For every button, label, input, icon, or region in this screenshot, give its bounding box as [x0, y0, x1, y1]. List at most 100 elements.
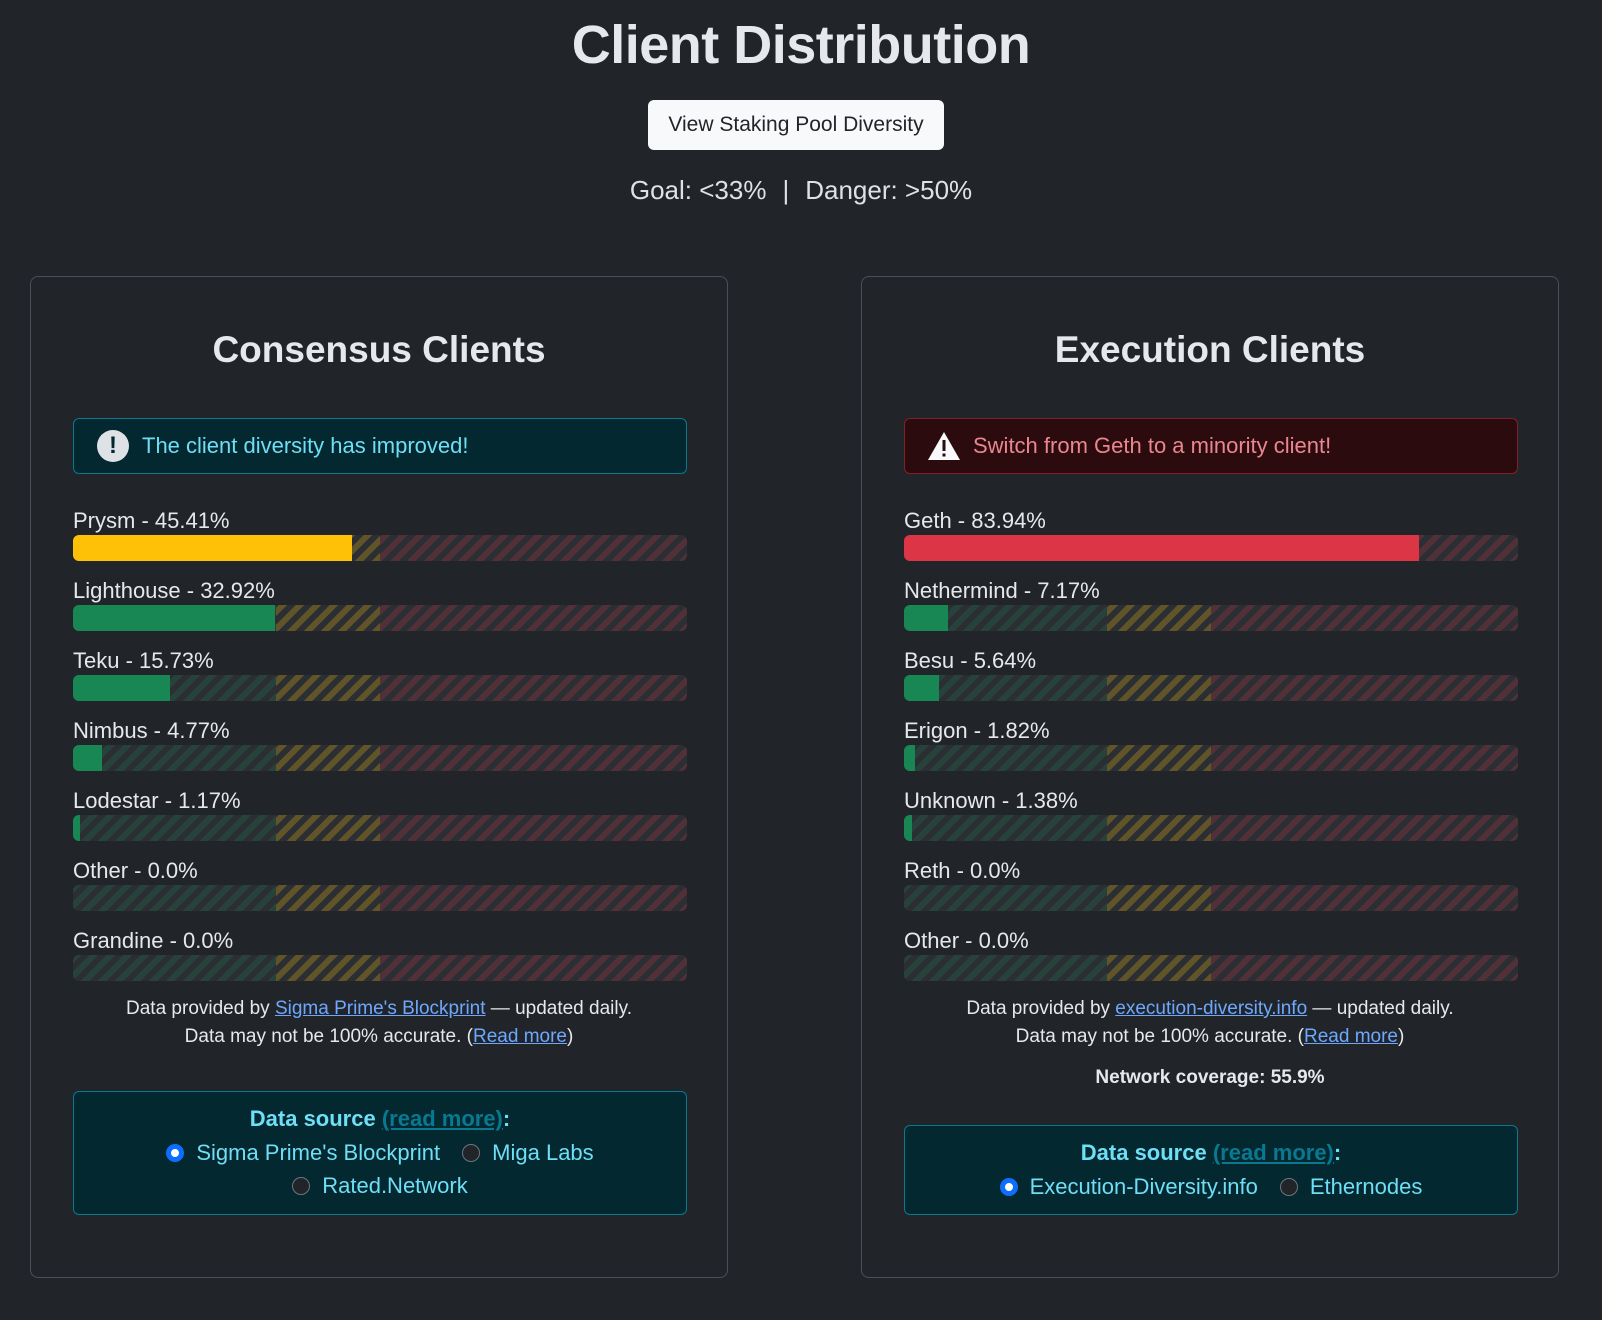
client-bar-label: Teku - 15.73%: [73, 648, 214, 673]
read-more-link[interactable]: Read more: [1304, 1026, 1398, 1047]
client-bar-fill: [904, 605, 949, 631]
yellow-zone: [275, 815, 380, 841]
client-bar-label: Reth - 0.0%: [904, 858, 1021, 883]
data-source-option-label: Ethernodes: [1309, 1174, 1423, 1199]
client-bar-track: [904, 535, 1518, 561]
data-source-title: Data source (read more):: [905, 1140, 1517, 1166]
warning-triangle-icon: [927, 429, 961, 463]
green-zone: [73, 815, 276, 841]
footnote-suffix: — updated daily.: [1307, 998, 1454, 1019]
client-bar-fill: [904, 815, 913, 841]
goal-text: Goal: <33%: [629, 175, 767, 205]
consensus-bar-list: Prysm - 45.41% Lighthouse - 32.92% Teku - …: [73, 507, 687, 997]
goal-separator: |: [782, 175, 790, 205]
yellow-zone: [275, 955, 380, 981]
green-zone: [73, 955, 276, 981]
data-source-option-label: Sigma Prime's Blockprint: [196, 1140, 441, 1165]
client-bar-row: Lodestar - 1.17%: [73, 787, 687, 857]
data-source-read-more-link[interactable]: (read more): [381, 1106, 503, 1131]
footnote-suffix: — updated daily.: [485, 998, 632, 1019]
red-zone: [1211, 605, 1518, 631]
client-bar-track: [904, 955, 1518, 981]
client-bar-row: Other - 0.0%: [904, 927, 1518, 997]
client-bar-fill: [904, 745, 916, 771]
radio-button[interactable]: [166, 1143, 185, 1162]
red-zone: [1211, 815, 1518, 841]
data-source-option[interactable]: Execution-Diversity.info: [999, 1170, 1258, 1203]
red-zone: [380, 885, 687, 911]
execution-data-source-box: Data source (read more): Execution-Diver…: [904, 1125, 1518, 1215]
client-bar-track: [904, 745, 1518, 771]
footnote-prefix: Data provided by: [126, 998, 275, 1019]
data-source-option[interactable]: Sigma Prime's Blockprint: [166, 1136, 440, 1169]
client-bar-track: [904, 605, 1518, 631]
data-source-colon: :: [1333, 1140, 1342, 1165]
client-bar-label: Nimbus - 4.77%: [73, 718, 230, 743]
green-zone: [904, 955, 1107, 981]
yellow-zone: [1106, 605, 1211, 631]
client-bar-track: [73, 675, 687, 701]
client-bar-label: Lighthouse - 32.92%: [73, 578, 275, 603]
client-bar-label: Other - 0.0%: [73, 858, 198, 883]
client-bar-label: Nethermind - 7.17%: [904, 578, 1100, 603]
view-staking-pool-diversity-button[interactable]: View Staking Pool Diversity: [648, 100, 944, 150]
consensus-data-source-box: Data source (read more): Sigma Prime's B…: [73, 1091, 687, 1215]
radio-button[interactable]: [999, 1177, 1018, 1196]
client-bar-fill: [904, 675, 939, 701]
client-bar-fill: [73, 535, 352, 561]
yellow-zone: [275, 605, 380, 631]
goal-danger-line: Goal: <33% | Danger: >50%: [0, 175, 1602, 206]
client-bar-label: Lodestar - 1.17%: [73, 788, 241, 813]
client-bar-track: [73, 955, 687, 981]
data-source-option-label: Rated.Network: [322, 1173, 468, 1198]
yellow-zone: [275, 885, 380, 911]
client-bar-label: Other - 0.0%: [904, 928, 1029, 953]
client-bar-row: Teku - 15.73%: [73, 647, 687, 717]
red-zone: [380, 955, 687, 981]
radio-button[interactable]: [292, 1176, 311, 1195]
client-bar-track: [904, 815, 1518, 841]
page-title: Client Distribution: [571, 15, 1031, 75]
red-zone: [380, 535, 687, 561]
read-more-link[interactable]: Read more: [473, 1026, 567, 1047]
radio-button[interactable]: [1279, 1177, 1298, 1196]
yellow-zone: [1106, 745, 1211, 771]
data-source-label: Data source: [249, 1106, 376, 1131]
footnote-prefix: Data provided by: [966, 998, 1116, 1019]
client-bar-track: [73, 535, 687, 561]
yellow-zone: [1106, 675, 1211, 701]
execution-alert-text: Switch from Geth to a minority client!: [973, 433, 1332, 458]
green-zone: [904, 745, 1107, 771]
execution-clients-card: Execution Clients Switch from Geth to a …: [861, 276, 1559, 1278]
consensus-clients-card: Consensus Clients ! The client diversity…: [30, 276, 728, 1278]
client-bar-fill: [904, 535, 1420, 561]
client-bar-row: Geth - 83.94%: [904, 507, 1518, 577]
consensus-source-options: Sigma Prime's Blockprint Miga Labs Rated.N…: [160, 1136, 600, 1202]
client-bar-label: Grandine - 0.0%: [73, 928, 234, 953]
data-source-option-label: Miga Labs: [492, 1140, 594, 1165]
red-zone: [1211, 745, 1518, 771]
data-source-colon: :: [502, 1106, 511, 1131]
client-bar-label: Erigon - 1.82%: [904, 718, 1050, 743]
red-zone: [1211, 675, 1518, 701]
yellow-zone: [275, 675, 380, 701]
data-source-read-more-link[interactable]: (read more): [1212, 1140, 1334, 1165]
accuracy-note: Data may not be 100% accurate. (: [1015, 1026, 1304, 1047]
network-coverage: Network coverage: 55.9%: [1095, 1067, 1325, 1088]
data-source-option[interactable]: Ethernodes: [1279, 1170, 1423, 1203]
yellow-zone: [275, 745, 380, 771]
execution-diversity-link[interactable]: execution-diversity.info: [1115, 998, 1308, 1019]
client-bar-fill: [73, 605, 276, 631]
client-bar-label: Prysm - 45.41%: [73, 508, 230, 533]
accuracy-close: ): [567, 1026, 574, 1047]
radio-button[interactable]: [462, 1143, 481, 1162]
red-zone: [1211, 885, 1518, 911]
execution-alert: Switch from Geth to a minority client!: [904, 418, 1518, 474]
client-bar-row: Nethermind - 7.17%: [904, 577, 1518, 647]
data-source-option[interactable]: Rated.Network: [292, 1169, 468, 1202]
data-source-option[interactable]: Miga Labs: [462, 1136, 594, 1169]
accuracy-close: ): [1398, 1026, 1405, 1047]
client-bar-row: Lighthouse - 32.92%: [73, 577, 687, 647]
client-bar-row: Nimbus - 4.77%: [73, 717, 687, 787]
blockprint-link[interactable]: Sigma Prime's Blockprint: [274, 998, 486, 1019]
